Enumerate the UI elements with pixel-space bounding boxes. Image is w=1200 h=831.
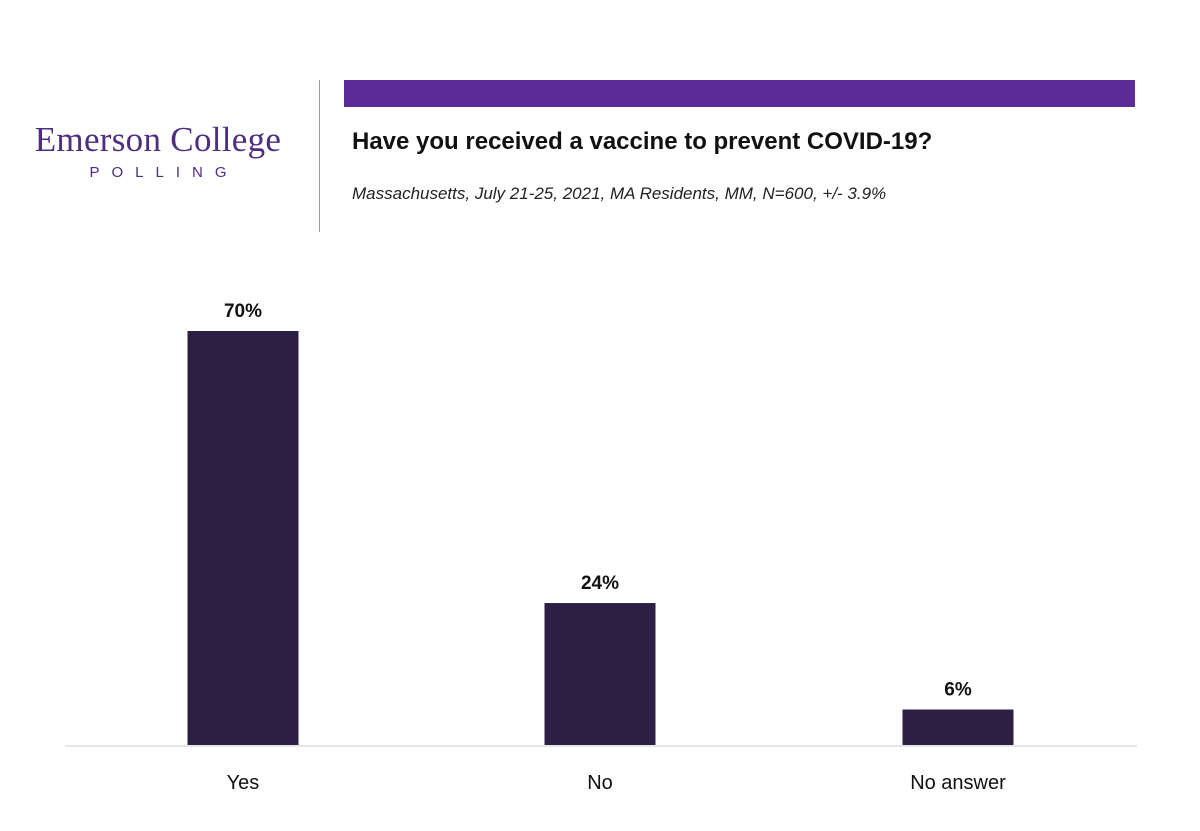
chart-title: Have you received a vaccine to prevent C… xyxy=(352,128,933,155)
logo-name: Emerson College xyxy=(34,120,282,159)
value-label: 70% xyxy=(224,301,262,322)
emerson-logo: Emerson College POLLING xyxy=(0,122,316,180)
bar-no-answer xyxy=(902,709,1014,745)
value-label: 24% xyxy=(581,573,619,594)
logo-subtitle: POLLING xyxy=(89,164,239,181)
category-label: No answer xyxy=(910,772,1006,794)
header-divider xyxy=(319,80,320,232)
category-label: Yes xyxy=(227,772,260,794)
value-label: 6% xyxy=(944,680,972,701)
bar-no xyxy=(544,603,656,745)
chart-subtitle: Massachusetts, July 21-25, 2021, MA Resi… xyxy=(352,184,887,203)
header-accent-bar xyxy=(344,80,1135,107)
bar-yes xyxy=(187,331,299,745)
category-label: No xyxy=(587,772,613,794)
